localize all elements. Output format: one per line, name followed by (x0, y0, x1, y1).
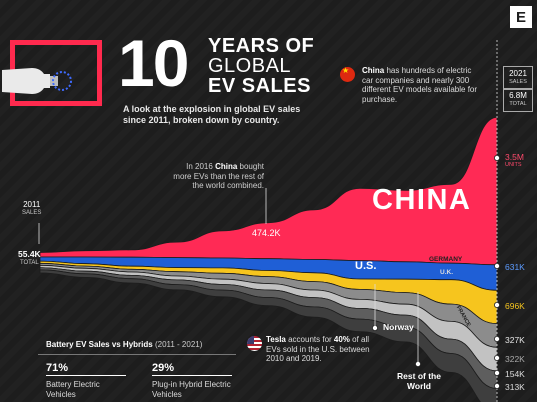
callout-pre: In 2016 (186, 162, 216, 171)
callout-bold: China (215, 162, 238, 171)
big-number: 10 (118, 26, 189, 100)
end-value-china-num: 3.5M (505, 152, 524, 162)
end-dot-uk (493, 335, 500, 342)
tesla-bold-2: 40% (333, 335, 350, 344)
brand-logo: E (510, 6, 532, 28)
start-total: 55.4K (18, 249, 41, 259)
end-value-china: 3.5M UNITS (505, 152, 524, 168)
phev-percent: 29% (152, 362, 232, 376)
end-year: 2021 (509, 69, 527, 78)
callout-2016: In 2016 China bought more EVs than the r… (172, 162, 264, 191)
end-dot-rest (493, 382, 500, 389)
series-label-germany: GERMANY (429, 256, 463, 263)
bev-panel-title: Battery EV Sales vs Hybrids (2011 - 2021… (46, 340, 202, 349)
tesla-note: Tesla accounts for 40% of all EVs sold i… (266, 335, 378, 364)
mid-value-label: 474.2K (252, 228, 281, 238)
series-label-us: U.S. (355, 260, 377, 272)
start-total-label: 55.4K TOTAL (18, 250, 41, 268)
china-note-text: has hundreds of electric car companies a… (362, 66, 478, 104)
end-value-rest: 313K (505, 382, 525, 392)
tesla-bold: Tesla (266, 335, 286, 344)
rest-marker-dot (414, 360, 421, 367)
start-year-label: 2011 SALES (22, 200, 41, 218)
end-total: 6.8M (509, 91, 527, 100)
end-year-box: 2021 SALES (503, 66, 533, 90)
end-dot-germany (493, 301, 500, 308)
end-value-norway: 154K (505, 369, 525, 379)
end-value-us: 631K (505, 262, 525, 272)
start-year-sub: SALES (22, 210, 42, 216)
end-value-france: 322K (505, 354, 525, 364)
end-value-uk: 327K (505, 335, 525, 345)
china-note: China has hundreds of electric car compa… (362, 66, 480, 104)
phev-label: Plug-in Hybrid Electric Vehicles (152, 380, 231, 399)
series-label-norway: Norway (383, 322, 414, 332)
tesla-post: of all EVs sold in the U.S. between 2010… (266, 335, 370, 363)
start-year: 2011 (23, 200, 41, 209)
series-label-uk: U.K. (440, 269, 453, 276)
end-total-sub: TOTAL (509, 101, 527, 107)
page-title: YEARS OF GLOBAL EV SALES (208, 36, 318, 96)
title-line-3: EV SALES (208, 75, 311, 97)
bev-vs-hybrid-panel: Battery EV Sales vs Hybrids (2011 - 2021… (38, 336, 236, 402)
end-value-germany: 696K (505, 301, 525, 311)
end-value-china-sub: UNITS (505, 162, 522, 168)
end-total-box: 6.8M TOTAL (503, 88, 533, 112)
title-line-2: GLOBAL (208, 55, 292, 77)
china-flag-icon (340, 66, 355, 82)
callout-post: bought more EVs than the rest of the wor… (173, 162, 264, 190)
bev-panel-title-text: Battery EV Sales vs Hybrids (46, 340, 153, 349)
end-dot-us (493, 262, 500, 269)
bev-label: Battery Electric Vehicles (46, 380, 100, 399)
china-note-bold: China (362, 66, 385, 75)
norway-marker-dot (371, 324, 378, 331)
title-line-1: YEARS OF (208, 35, 315, 57)
end-dot-china (493, 154, 500, 161)
series-label-rest: Rest of the World (397, 371, 441, 391)
start-total-sub: TOTAL (19, 260, 39, 266)
tesla-mid: accounts for (285, 335, 334, 344)
subtitle: A look at the explosion in global EV sal… (123, 104, 301, 125)
end-year-sub: SALES (509, 79, 527, 85)
series-label-china: CHINA (372, 184, 472, 216)
end-dot-france (493, 354, 500, 361)
bev-percent: 71% (46, 362, 126, 376)
bev-divider (38, 354, 236, 355)
bev-panel-range: (2011 - 2021) (154, 340, 203, 349)
us-flag-icon (247, 336, 262, 351)
end-dot-norway (493, 369, 500, 376)
series-area-rest-of-the-world (39, 269, 498, 402)
ev-plug-icon (2, 68, 72, 94)
